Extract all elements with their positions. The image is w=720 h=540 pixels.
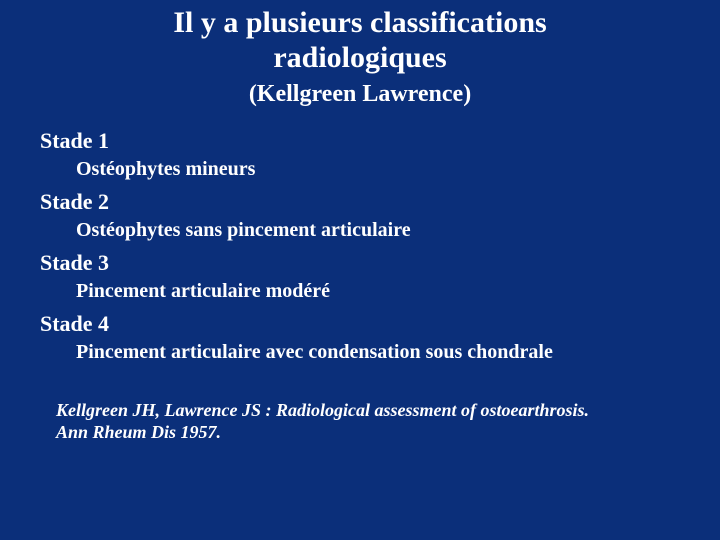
slide-subtitle: (Kellgreen Lawrence) — [40, 81, 680, 108]
slide: Il y a plusieurs classifications radiolo… — [0, 0, 720, 540]
title-line-2: radiologiques — [273, 41, 446, 74]
stage-4-heading: Stade 4 — [40, 311, 680, 337]
stage-3-desc: Pincement articulaire modéré — [76, 280, 680, 303]
slide-title: Il y a plusieurs classifications radiolo… — [40, 6, 680, 75]
stage-2-desc: Ostéophytes sans pincement articulaire — [76, 219, 680, 242]
stage-4-desc: Pincement articulaire avec condensation … — [76, 341, 680, 364]
title-line-1: Il y a plusieurs classifications — [173, 6, 546, 39]
citation-line-2: Ann Rheum Dis 1957. — [56, 422, 221, 442]
stage-1-desc: Ostéophytes mineurs — [76, 158, 680, 181]
stage-3-heading: Stade 3 — [40, 250, 680, 276]
stage-1-heading: Stade 1 — [40, 128, 680, 154]
citation: Kellgreen JH, Lawrence JS : Radiological… — [56, 400, 680, 443]
citation-line-1: Kellgreen JH, Lawrence JS : Radiological… — [56, 400, 589, 420]
stage-2-heading: Stade 2 — [40, 189, 680, 215]
